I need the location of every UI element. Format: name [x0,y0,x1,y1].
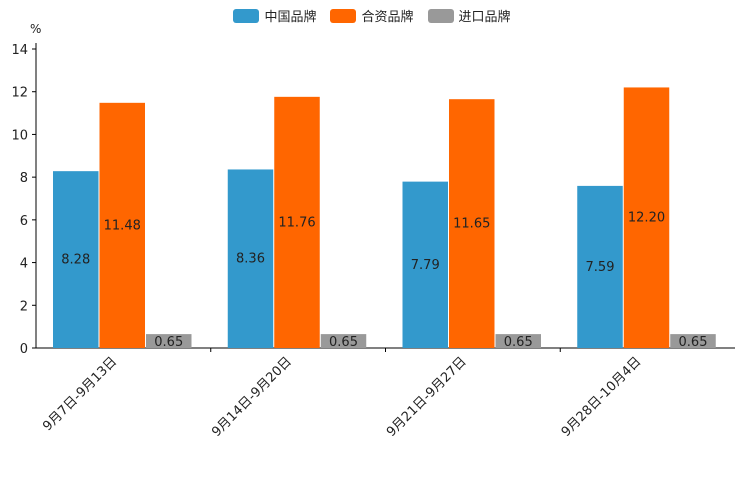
bar[interactable] [146,334,192,348]
data-label: 7.59 [586,260,615,275]
y-tick-label: 14 [11,43,28,58]
x-tick-label: 9月14日-9月20日 [209,354,295,440]
bar[interactable] [577,185,623,348]
y-tick-label: 2 [20,299,28,314]
bar[interactable] [274,96,320,348]
data-label: 0.65 [679,335,708,350]
data-label: 12.20 [628,211,665,226]
data-label: 0.65 [329,335,358,350]
data-label: 11.48 [104,218,141,233]
legend-swatch-import-brand [427,8,454,23]
x-tick-label: 9月21日-9月27日 [384,354,470,440]
y-tick-label: 8 [20,171,28,186]
bar[interactable] [623,87,670,348]
bar[interactable] [227,169,274,348]
legend-label-china-brand: 中国品牌 [264,10,317,25]
y-tick-label: 10 [11,128,28,143]
y-tick-label: 4 [20,257,28,272]
bar[interactable] [402,181,449,348]
data-label: 11.76 [278,215,315,230]
y-axis-unit: % [30,22,42,36]
bar[interactable] [670,334,716,348]
legend-label-import-brand: 进口品牌 [458,10,511,25]
data-label: 8.28 [61,253,90,268]
bar[interactable] [320,334,367,348]
bar[interactable] [495,334,542,348]
data-label: 7.79 [411,258,440,273]
legend-item-china-brand[interactable]: 中国品牌 [233,6,316,25]
data-label: 0.65 [154,335,183,350]
bar[interactable] [99,102,146,348]
data-label: 11.65 [453,217,490,232]
y-tick-label: 12 [11,86,28,101]
data-label: 0.65 [504,335,533,350]
bar[interactable] [449,99,495,348]
legend-label-jv-brand: 合资品牌 [361,10,414,25]
y-tick-label: 6 [20,214,28,229]
legend-swatch-jv-brand [330,8,357,23]
legend-item-jv-brand[interactable]: 合资品牌 [330,6,414,25]
y-tick-label: 0 [20,342,28,357]
x-tick-label: 9月28日-10月4日 [559,354,645,440]
data-label: 8.36 [236,252,265,267]
bar[interactable] [53,171,99,348]
legend-item-import-brand[interactable]: 进口品牌 [427,6,511,25]
legend: 中国品牌 合资品牌 进口品牌 [0,6,744,25]
legend-swatch-china-brand [233,8,260,23]
x-tick-label: 9月7日-9月13日 [40,354,120,434]
